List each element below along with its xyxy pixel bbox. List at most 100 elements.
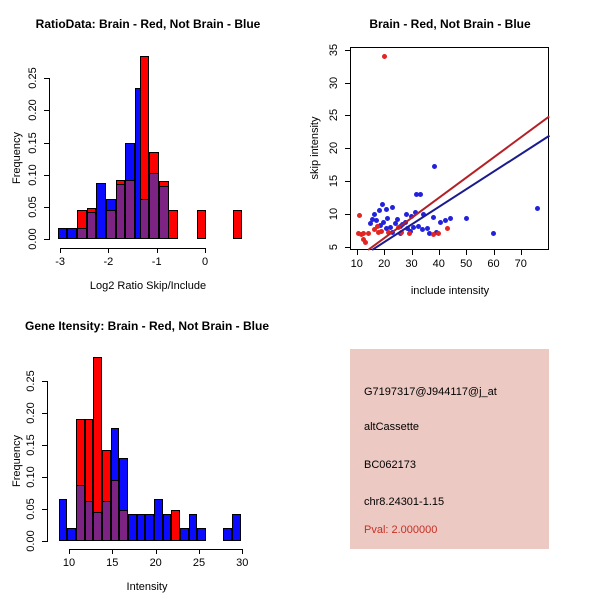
x-axis-label: Intensity xyxy=(126,581,168,593)
hist-bar-blue xyxy=(127,513,137,541)
scatter-point-blue xyxy=(427,231,432,237)
chart-title: Gene Itensity: Brain - Red, Not Brain - … xyxy=(24,319,270,333)
scatter-point-blue xyxy=(367,220,373,226)
scatter-point-blue xyxy=(412,209,418,215)
scatter-point-blue xyxy=(390,230,396,236)
y-tick xyxy=(42,413,47,414)
scatter-point-red xyxy=(430,232,436,237)
scatter-point-blue xyxy=(403,212,409,218)
x-tick-label: 20 xyxy=(149,557,162,569)
scatter-point-red xyxy=(366,230,372,236)
x-axis-label: include intensity xyxy=(410,285,490,297)
scatter-point-red xyxy=(356,230,361,236)
x-tick xyxy=(242,549,244,554)
y-tick xyxy=(44,206,49,208)
hist-bar-red xyxy=(232,210,243,239)
x-tick-label: 70 xyxy=(514,258,527,270)
y-tick xyxy=(345,181,350,183)
hist-bar-blue xyxy=(188,513,198,541)
y-tick-label: 0.00 xyxy=(25,530,37,552)
x-tick-label: -1 xyxy=(151,256,162,268)
y-tick xyxy=(42,381,47,382)
y-tick xyxy=(42,509,47,510)
hist-bar-blue xyxy=(145,513,154,541)
annotation-panel: G7197317@J944117@j_at altCassette BC0621… xyxy=(300,300,600,600)
scatter-point-red xyxy=(363,239,369,245)
hist-bar-blue xyxy=(58,499,68,541)
scatter-point-red xyxy=(372,227,378,233)
hist-bar-blue xyxy=(223,528,232,541)
genomic-location-text: chr8.24301-1.15 xyxy=(364,496,445,508)
y-tick xyxy=(345,115,350,117)
scatter-point-blue xyxy=(381,220,387,226)
scatter-point-red xyxy=(361,231,367,237)
plot-box xyxy=(350,47,549,250)
scatter-point-red xyxy=(376,230,382,236)
scatter-point-red xyxy=(381,53,387,59)
hist-bar-purple xyxy=(139,199,150,239)
chart-title: Brain - Red, Not Brain - Blue xyxy=(369,17,531,31)
x-tick-label: 15 xyxy=(106,557,119,569)
y-tick-label: 0.10 xyxy=(25,466,37,488)
x-tick-label: 40 xyxy=(432,258,445,270)
scatter-point-blue xyxy=(447,215,453,221)
y-tick-label: 0.25 xyxy=(27,67,39,89)
scatter-point-blue xyxy=(392,220,398,226)
y-tick-label: 0.20 xyxy=(25,402,37,424)
scatter-point-blue xyxy=(432,164,438,170)
scatter-point-red xyxy=(374,224,380,230)
y-tick-label: 0.05 xyxy=(25,498,37,520)
hist-bar-red xyxy=(171,510,180,541)
y-tick xyxy=(44,174,49,176)
x-axis xyxy=(60,248,206,249)
y-tick-label: 10 xyxy=(328,207,340,221)
x-tick-label: -3 xyxy=(55,256,65,268)
y-tick xyxy=(42,477,47,478)
y-tick xyxy=(345,214,350,216)
x-tick-label: 0 xyxy=(201,256,209,268)
x-tick-label: 25 xyxy=(192,557,206,569)
y-tick-label: 15 xyxy=(328,175,340,188)
y-tick xyxy=(345,148,350,150)
x-tick xyxy=(520,250,522,255)
hist-bar-purple xyxy=(84,501,94,541)
scatter-point-blue xyxy=(371,212,377,218)
x-tick xyxy=(205,248,206,253)
x-tick xyxy=(438,250,440,255)
y-axis xyxy=(47,381,48,542)
gene-info-box: G7197317@J944117@j_at altCassette BC0621… xyxy=(350,349,549,549)
hist-bar-red xyxy=(168,210,178,239)
hist-bar-blue xyxy=(67,528,76,541)
hist-bar-purple xyxy=(110,479,120,541)
x-tick-label: 50 xyxy=(460,258,473,270)
hist-bar-blue xyxy=(197,528,206,541)
hist-bar-purple xyxy=(125,179,135,239)
scatter-point-blue xyxy=(417,191,423,197)
hist-bar-purple xyxy=(86,212,97,239)
x-tick xyxy=(411,250,413,255)
scatter-point-blue xyxy=(369,216,375,222)
scatter-point-blue xyxy=(383,207,389,212)
hist-bar-blue xyxy=(57,228,68,239)
hist-bar-blue xyxy=(67,228,78,239)
scatter-point-red xyxy=(378,228,384,234)
scatter-point-blue xyxy=(379,202,385,208)
x-tick xyxy=(60,248,62,253)
y-tick-label: 0.15 xyxy=(25,434,37,456)
y-tick-label: 0.25 xyxy=(25,370,37,392)
hist-bar-purple xyxy=(77,228,87,239)
scatter-point-red xyxy=(399,230,405,236)
pval-text: Pval: 2.000000 xyxy=(364,524,438,536)
y-tick xyxy=(42,445,47,446)
chart-title: RatioData: Brain - Red, Not Brain - Blue xyxy=(35,17,261,31)
scatter-point-blue xyxy=(407,228,413,234)
hist-bar-purple xyxy=(75,485,85,541)
x-tick xyxy=(384,250,386,255)
gene-intensity-histogram-panel: Gene Itensity: Brain - Red, Not Brain - … xyxy=(0,300,300,600)
x-axis-label: Log2 Ratio Skip/Include xyxy=(89,280,207,292)
plot-area: 10 20 30 40 50 60 70 5 10 15 20 25 30 35 xyxy=(300,0,600,300)
hist-bar-blue xyxy=(179,528,189,541)
y-tick xyxy=(44,142,49,144)
scatter-point-blue xyxy=(413,191,419,197)
